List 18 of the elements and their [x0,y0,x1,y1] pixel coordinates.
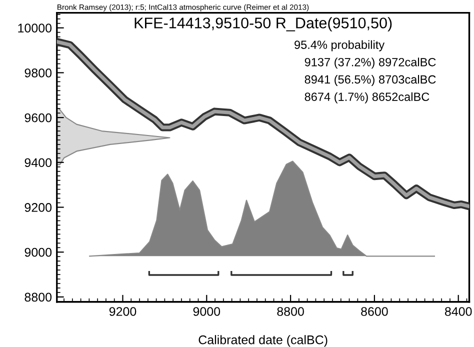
y-tick-label: 8800 [24,292,52,302]
y-tick-label: 9200 [24,203,52,212]
annotation: 95.4% probability [294,40,385,52]
chart-title: KFE-14413,9510-50 R_Date(9510,50) [134,17,392,32]
x-tick-label: 9000 [193,307,220,316]
y-tick-label: 9600 [24,113,52,122]
annotation: 9137 (37.2%) 8972calBC [304,58,436,69]
annotation: 8941 (56.5%) 8703calBC [304,74,436,86]
x-tick-label: 9200 [109,307,136,316]
y-tick-label: 9000 [24,248,52,257]
x-axis-title: Calibrated date (calBC) [198,335,328,347]
x-tick-label: 8400 [444,307,472,316]
annotation: 8674 (1.7%) 8652calBC [304,92,430,104]
x-tick-label: 8800 [277,307,304,316]
y-tick-label: 10000 [18,24,52,33]
y-tick-label: 9400 [24,158,52,168]
x-tick-label: 8600 [361,307,388,316]
y-tick-label: 9800 [24,68,52,78]
